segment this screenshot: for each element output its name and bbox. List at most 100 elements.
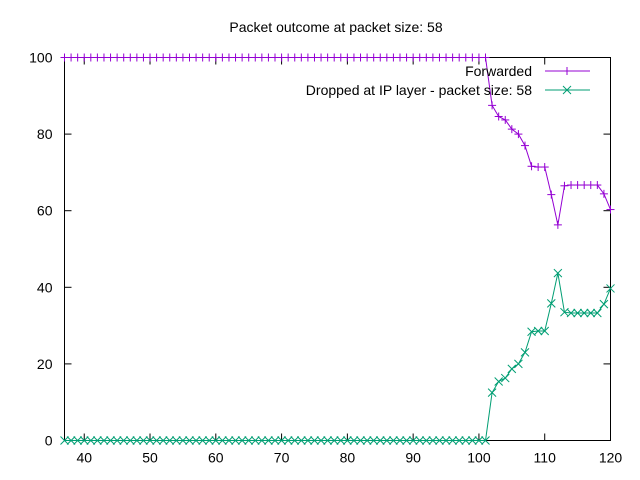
data-point: [244, 436, 254, 445]
series-lines: [64, 57, 611, 441]
data-point: [99, 436, 109, 445]
data-point: [145, 436, 155, 445]
data-point: [454, 436, 464, 445]
x-tick-label: 40: [76, 450, 92, 466]
data-point: [178, 436, 188, 445]
data-point: [152, 436, 161, 445]
data-point: [488, 101, 497, 110]
x-tick-label: 60: [208, 450, 224, 466]
data-point: [540, 163, 549, 172]
data-point: [481, 436, 490, 445]
x-tick-label: 90: [405, 450, 421, 466]
data-point: [428, 436, 438, 445]
data-point: [375, 436, 385, 445]
data-point: [60, 436, 69, 445]
data-point: [119, 436, 129, 445]
data-point: [474, 436, 484, 445]
data-point: [599, 189, 608, 198]
data-point: [290, 436, 300, 445]
data-point: [501, 115, 510, 124]
data-point: [573, 308, 582, 318]
data-point: [106, 436, 115, 445]
x-tick-label: 50: [142, 450, 158, 466]
data-point: [112, 436, 122, 445]
data-point: [323, 436, 332, 445]
data-point: [250, 436, 260, 445]
series-line-2: [64, 273, 611, 441]
data-point: [599, 299, 609, 309]
data-point: [520, 141, 529, 150]
x-tick-label: 110: [534, 450, 557, 466]
data-point: [402, 436, 411, 445]
data-point: [421, 436, 431, 445]
data-point: [125, 436, 135, 445]
data-point: [547, 190, 556, 199]
data-point: [560, 181, 569, 190]
axis-ticks: 40 50 60 70 80 90 100 110 120 0 20 40 60 80 100: [29, 50, 622, 466]
data-point: [343, 436, 352, 445]
data-point: [86, 436, 96, 445]
y-tick-label: 0: [45, 433, 53, 449]
data-point: [310, 436, 319, 445]
data-point: [171, 436, 181, 445]
x-tick-label: 100: [467, 450, 491, 466]
data-point: [211, 436, 221, 445]
data-point: [277, 436, 286, 445]
data-point: [356, 436, 365, 445]
data-point: [507, 125, 516, 134]
data-point: [461, 436, 471, 445]
data-point: [336, 436, 346, 445]
data-point: [296, 436, 306, 445]
y-tick-label: 80: [37, 126, 53, 142]
data-point: [441, 436, 451, 445]
data-point: [257, 436, 267, 445]
data-point: [264, 436, 273, 445]
data-point: [533, 326, 543, 336]
plot-frame: [64, 57, 611, 441]
data-point: [593, 181, 602, 190]
data-point: [395, 436, 405, 445]
data-point: [540, 326, 550, 336]
data-point: [185, 436, 194, 445]
y-tick-label: 40: [37, 279, 53, 295]
data-point: [73, 436, 83, 445]
series-markers: [60, 53, 615, 445]
data-point: [500, 373, 510, 383]
data-point: [579, 308, 589, 318]
data-point: [369, 436, 379, 445]
data-point: [546, 299, 556, 308]
data-point: [191, 436, 201, 445]
legend-label: Dropped at IP layer - packet size: 58: [306, 82, 532, 98]
x-tick-label: 70: [274, 450, 290, 466]
x-tick-label: 120: [599, 450, 623, 466]
data-point: [66, 436, 76, 445]
legend-marker: [563, 67, 571, 75]
y-tick-label: 100: [29, 50, 53, 66]
data-point: [316, 436, 326, 445]
data-point: [494, 112, 503, 121]
data-point: [553, 268, 563, 278]
data-point: [158, 436, 168, 445]
data-point: [165, 436, 175, 445]
data-point: [93, 436, 102, 445]
data-point: [204, 436, 214, 445]
data-point: [329, 436, 339, 445]
data-point: [139, 436, 148, 445]
data-point: [79, 436, 89, 445]
data-point: [527, 162, 536, 171]
data-point: [303, 436, 313, 445]
data-point: [487, 388, 497, 397]
data-point: [448, 436, 457, 445]
data-point: [520, 348, 530, 357]
data-point: [514, 359, 523, 369]
y-tick-label: 20: [37, 356, 53, 372]
data-point: [382, 436, 392, 445]
data-point: [415, 436, 425, 445]
y-tick-label: 60: [37, 203, 53, 219]
legend-label: Forwarded: [465, 63, 532, 79]
data-point: [507, 364, 517, 374]
data-point: [349, 436, 359, 445]
chart-title: Packet outcome at packet size: 58: [229, 19, 442, 35]
data-point: [270, 436, 280, 445]
data-point: [553, 220, 562, 229]
